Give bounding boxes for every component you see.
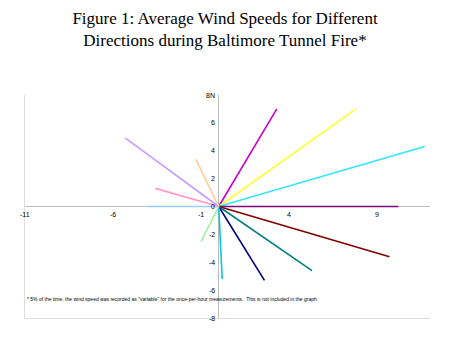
svg-text:-11: -11: [20, 211, 30, 218]
svg-text:8N: 8N: [206, 92, 215, 99]
svg-text:4: 4: [287, 211, 291, 218]
svg-text:6: 6: [211, 119, 215, 126]
svg-text:-8: -8: [209, 315, 215, 322]
svg-text:-6: -6: [209, 287, 215, 294]
svg-text:9: 9: [375, 211, 379, 218]
svg-text:0: 0: [211, 203, 215, 210]
svg-text:-2: -2: [209, 231, 215, 238]
svg-text:2: 2: [211, 175, 215, 182]
svg-text:Figure 1: Average Wind Speeds: Figure 1: Average Wind Speeds for Differ…: [72, 9, 378, 50]
svg-text:4: 4: [211, 147, 215, 154]
svg-text:-6: -6: [110, 211, 116, 218]
svg-text:-4: -4: [209, 259, 215, 266]
svg-text:-1: -1: [198, 211, 204, 218]
svg-text:* 5% of the time, the wind spe: * 5% of the time, the wind speed was rec…: [27, 296, 317, 302]
